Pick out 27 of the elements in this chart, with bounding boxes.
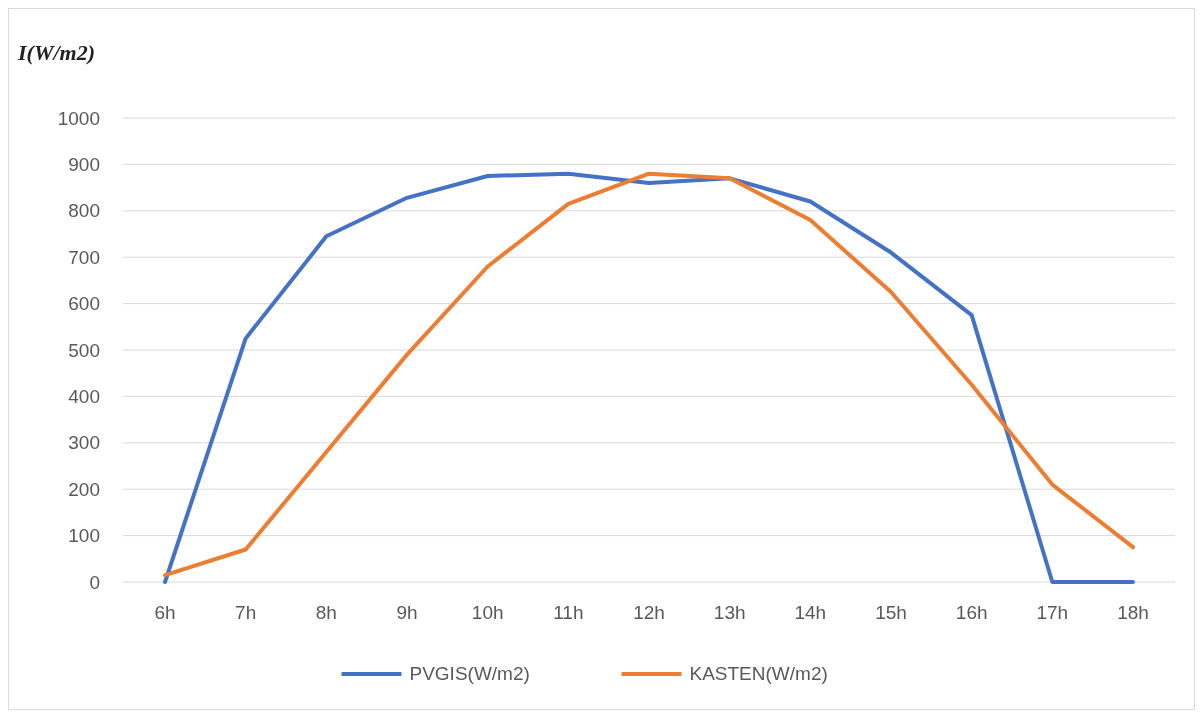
legend-label: PVGIS(W/m2) (409, 663, 530, 684)
x-tick-label: 14h (794, 602, 827, 623)
x-tick-label: 17h (1036, 602, 1069, 623)
y-tick-label: 100 (68, 525, 100, 547)
x-tick-label: 11h (553, 602, 584, 623)
x-tick-label: 18h (1117, 602, 1149, 623)
y-tick-label: 900 (68, 154, 100, 176)
y-tick-label: 1000 (57, 107, 100, 129)
y-tick-label: 0 (89, 571, 100, 593)
x-tick-label: 9h (396, 602, 418, 623)
y-axis-title: I(W/m2) (17, 40, 95, 65)
x-tick-label: 13h (713, 602, 746, 623)
x-tick-label: 16h (955, 602, 988, 623)
legend-label: KASTEN(W/m2) (689, 663, 828, 684)
y-tick-label: 600 (68, 293, 100, 315)
x-tick-label: 10h (471, 602, 504, 623)
y-tick-label: 400 (68, 386, 100, 408)
x-tick-label: 8h (315, 602, 337, 623)
y-tick-label: 300 (68, 432, 100, 454)
x-tick-label: 15h (875, 602, 907, 623)
x-tick-label: 12h (633, 602, 665, 623)
y-tick-label: 500 (68, 339, 100, 361)
x-tick-label: 7h (235, 602, 257, 623)
y-tick-label: 800 (68, 200, 100, 222)
y-tick-label: 700 (68, 246, 100, 268)
y-tick-label: 200 (68, 478, 100, 500)
x-tick-label: 6h (154, 602, 176, 623)
